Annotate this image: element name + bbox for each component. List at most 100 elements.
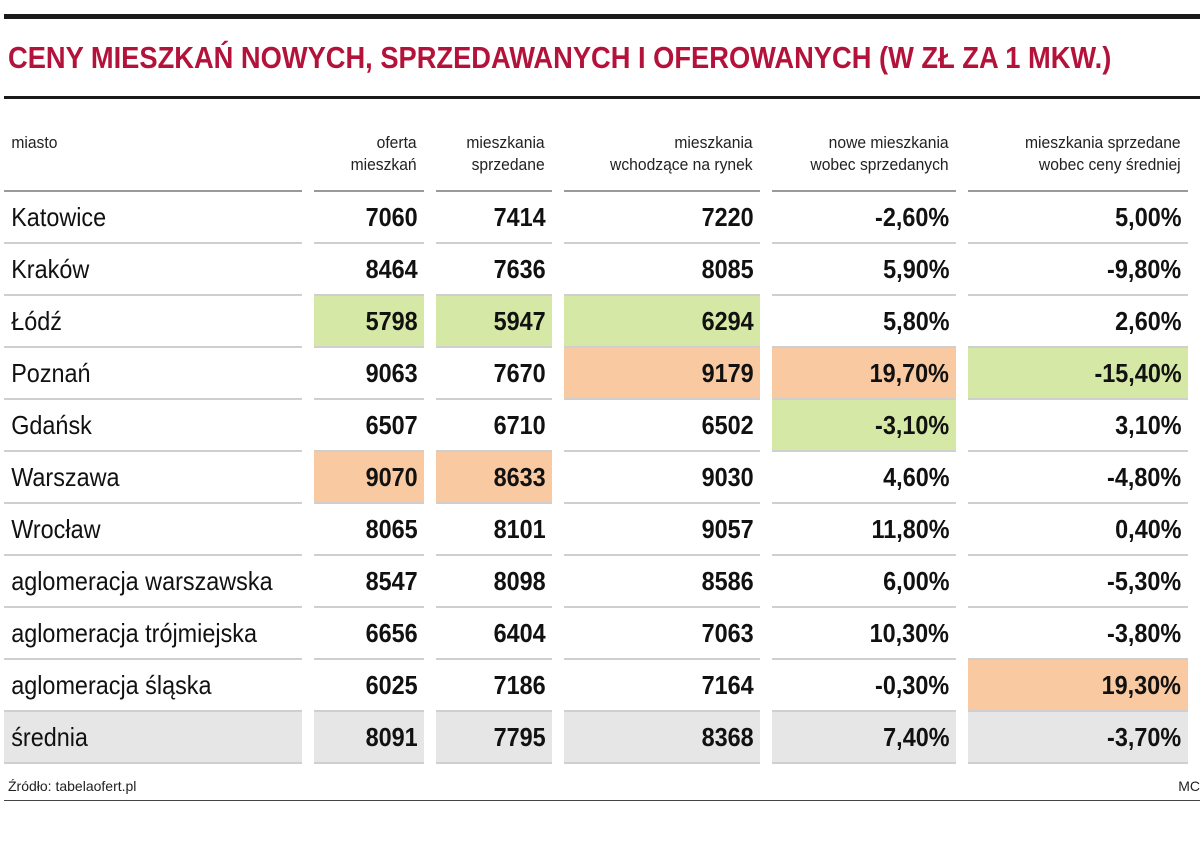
column-gap (760, 608, 772, 660)
city-name: Kraków (11, 253, 90, 284)
column-gap (760, 132, 772, 192)
column-header-line: oferta (377, 133, 418, 152)
column-gap (302, 132, 314, 192)
column-gap (302, 660, 314, 712)
column-gap (424, 296, 436, 348)
column-gap (760, 660, 772, 712)
column-gap (424, 348, 436, 400)
column-header-offer: oferta mieszkań (314, 132, 425, 192)
value-text: 5,90% (882, 253, 950, 284)
value-text: 8091 (365, 721, 418, 752)
table-row: aglomeracja warszawska 8547 8098 8586 6,00% -… (4, 556, 1189, 608)
value-text: 6710 (493, 409, 546, 440)
table-row: Wrocław 8065 8101 9057 11,80% 0,40% (4, 504, 1189, 556)
value-cell-offer: 5798 (314, 296, 425, 348)
value-cell-sold-vs-average: -15,40% (968, 348, 1189, 400)
value-text: 5,00% (1114, 201, 1182, 232)
value-cell-new-on-market: 6294 (564, 296, 761, 348)
value-cell-offer: 8091 (314, 712, 425, 764)
column-gap (302, 192, 314, 244)
value-cell-sold-vs-average: 0,40% (968, 504, 1189, 556)
column-gap (760, 244, 772, 296)
value-text: 7220 (701, 201, 754, 232)
column-gap (424, 660, 436, 712)
table-row: Gdańsk 6507 6710 6502 -3,10% 3,10% (4, 400, 1189, 452)
value-text: 7636 (493, 253, 546, 284)
value-cell-new-on-market: 8586 (564, 556, 761, 608)
value-text: 6404 (493, 617, 546, 648)
column-gap (552, 400, 564, 452)
value-cell-new-on-market: 7220 (564, 192, 761, 244)
column-gap (302, 296, 314, 348)
column-header-line: sprzedane (472, 155, 546, 174)
column-gap (956, 192, 968, 244)
value-text: 6294 (701, 305, 754, 336)
column-gap (552, 132, 564, 192)
value-cell-new-on-market: 9030 (564, 452, 761, 504)
column-gap (552, 608, 564, 660)
city-cell: Łódź (4, 296, 303, 348)
value-cell-sold: 7414 (436, 192, 553, 244)
value-cell-new-vs-sold: -0,30% (772, 660, 957, 712)
value-text: 7186 (493, 669, 546, 700)
title-rule (4, 96, 1200, 99)
value-cell-new-on-market: 9057 (564, 504, 761, 556)
column-gap (760, 504, 772, 556)
value-text: 8065 (365, 513, 418, 544)
value-text: 9057 (701, 513, 754, 544)
chart-title: CENY MIESZKAŃ NOWYCH, SPRZEDAWANYCH I OF… (8, 40, 1112, 75)
column-header-city: miasto (4, 132, 303, 192)
column-gap (302, 504, 314, 556)
value-cell-sold-vs-average: 2,60% (968, 296, 1189, 348)
value-cell-new-on-market: 8085 (564, 244, 761, 296)
city-cell: Poznań (4, 348, 303, 400)
column-gap (424, 608, 436, 660)
column-header-line: mieszkania sprzedane (1025, 133, 1182, 152)
value-text: 6,00% (882, 565, 950, 596)
value-text: 9030 (701, 461, 754, 492)
value-cell-offer: 6025 (314, 660, 425, 712)
city-cell: Katowice (4, 192, 303, 244)
value-text: 9063 (365, 357, 418, 388)
column-gap (424, 192, 436, 244)
table-row: Katowice 7060 7414 7220 -2,60% 5,00% (4, 192, 1189, 244)
column-gap (552, 504, 564, 556)
value-cell-new-on-market: 6502 (564, 400, 761, 452)
column-gap (302, 452, 314, 504)
value-text: 7795 (493, 721, 546, 752)
column-gap (424, 244, 436, 296)
value-text: 9070 (365, 461, 418, 492)
column-header-sold-vs-average: mieszkania sprzedane wobec ceny średniej (968, 132, 1189, 192)
column-gap (760, 556, 772, 608)
value-cell-new-vs-sold: -3,10% (772, 400, 957, 452)
value-text: 19,30% (1101, 669, 1182, 700)
column-gap (424, 504, 436, 556)
city-name: średnia (11, 721, 88, 752)
column-gap (424, 452, 436, 504)
value-cell-offer: 9070 (314, 452, 425, 504)
column-gap (302, 712, 314, 764)
column-gap (302, 244, 314, 296)
city-cell: aglomeracja warszawska (4, 556, 303, 608)
column-header-line: mieszkań (351, 155, 418, 174)
value-cell-new-vs-sold: 4,60% (772, 452, 957, 504)
table-body: Katowice 7060 7414 7220 -2,60% 5,00% Kraków 846… (4, 192, 1189, 764)
table-row: aglomeracja trójmiejska 6656 6404 7063 10,30… (4, 608, 1189, 660)
column-header-line: wobec sprzedanych (810, 155, 950, 174)
value-text: 7164 (701, 669, 754, 700)
value-cell-offer: 6656 (314, 608, 425, 660)
column-header-line: wobec ceny średniej (1039, 155, 1182, 174)
value-cell-new-on-market: 7063 (564, 608, 761, 660)
value-text: 9179 (701, 357, 754, 388)
value-cell-new-vs-sold: 11,80% (772, 504, 957, 556)
value-text: 11,80% (871, 513, 950, 544)
city-cell: Gdańsk (4, 400, 303, 452)
value-text: -15,40% (1094, 357, 1182, 388)
city-name: Gdańsk (11, 409, 92, 440)
column-gap (956, 244, 968, 296)
column-gap (956, 132, 968, 192)
value-text: 7,40% (882, 721, 950, 752)
value-text: 8101 (493, 513, 546, 544)
city-name: Katowice (11, 201, 107, 232)
value-text: 8633 (493, 461, 546, 492)
